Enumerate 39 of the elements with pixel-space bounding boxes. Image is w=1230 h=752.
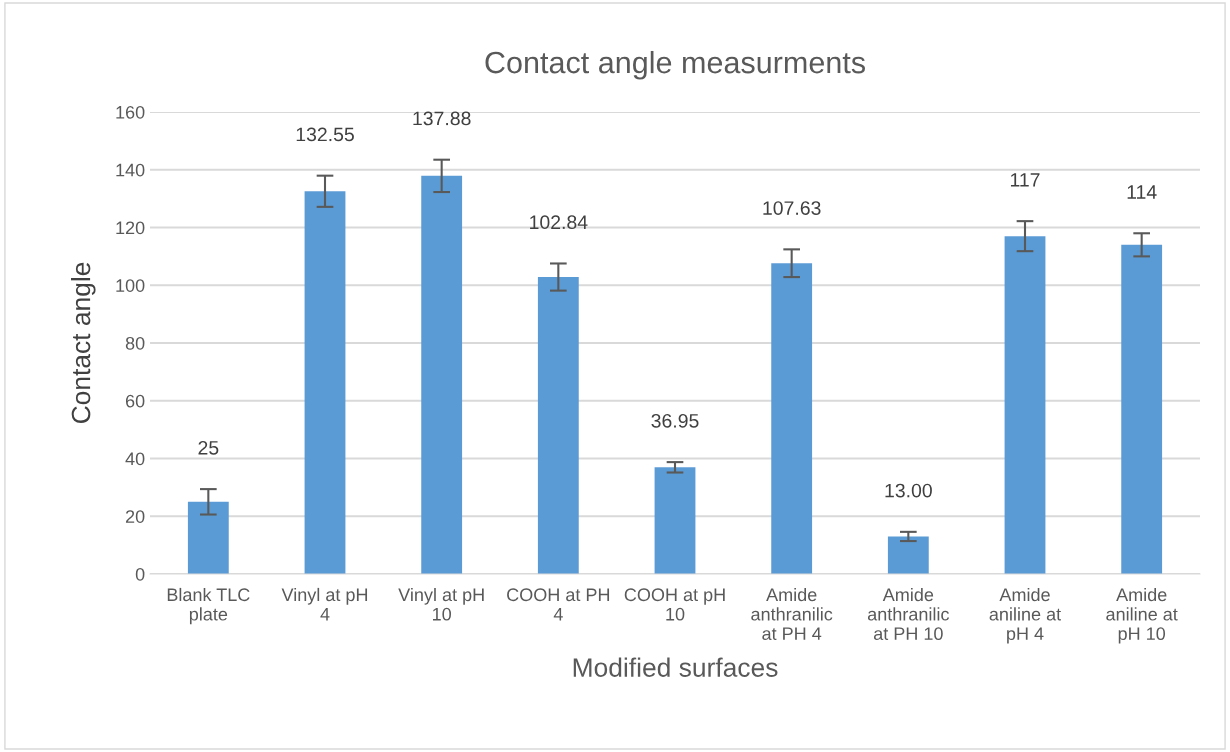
x-tick-label: Amide aniline at pH 4 xyxy=(989,587,1062,644)
y-tick-label: 80 xyxy=(125,336,145,350)
x-tick-label: Blank TLC plate xyxy=(167,587,250,625)
y-axis-title: Contact angle xyxy=(70,262,96,424)
bar xyxy=(771,263,813,574)
data-label: 132.55 xyxy=(296,127,354,142)
y-tick-label: 60 xyxy=(125,394,145,408)
x-tick-label: COOH at PH 4 xyxy=(507,588,610,621)
bar xyxy=(537,277,579,574)
data-label: 137.88 xyxy=(413,111,471,126)
bar xyxy=(1121,244,1163,574)
y-tick-label: 0 xyxy=(135,567,145,581)
y-tick-label: 100 xyxy=(116,279,145,292)
bar xyxy=(187,501,229,574)
x-tick-label: COOH at pH 10 xyxy=(624,588,725,621)
y-tick-label: 40 xyxy=(125,452,145,466)
bar xyxy=(654,467,696,574)
data-label: 114 xyxy=(1127,185,1157,199)
bar xyxy=(421,175,463,574)
x-axis-title: Modified surfaces xyxy=(573,657,778,677)
y-tick-label: 120 xyxy=(116,221,145,235)
data-label: 107.63 xyxy=(763,201,821,215)
x-tick-label: Vinyl at pH 10 xyxy=(398,587,484,621)
x-tick-label: Amide anthranilic at PH 10 xyxy=(867,587,950,641)
y-tick-label: 140 xyxy=(116,163,145,177)
data-label: 13.00 xyxy=(885,483,932,498)
data-label: 102.84 xyxy=(530,215,588,230)
y-tick-label: 160 xyxy=(116,105,145,119)
data-label: 117 xyxy=(1010,173,1040,187)
x-tick-label: Vinyl at pH 4 xyxy=(281,587,368,621)
x-tick-label: Amide aniline at pH 10 xyxy=(1106,587,1178,644)
data-label: 36.95 xyxy=(651,413,699,428)
y-tick-label: 20 xyxy=(125,510,145,523)
chart-title: Contact angle measurments xyxy=(485,50,865,80)
x-tick-label: Amide anthranilic at PH 4 xyxy=(751,587,833,641)
bar xyxy=(1004,236,1046,574)
bar xyxy=(304,191,346,574)
data-label: 25 xyxy=(198,440,219,455)
bar xyxy=(887,536,929,574)
